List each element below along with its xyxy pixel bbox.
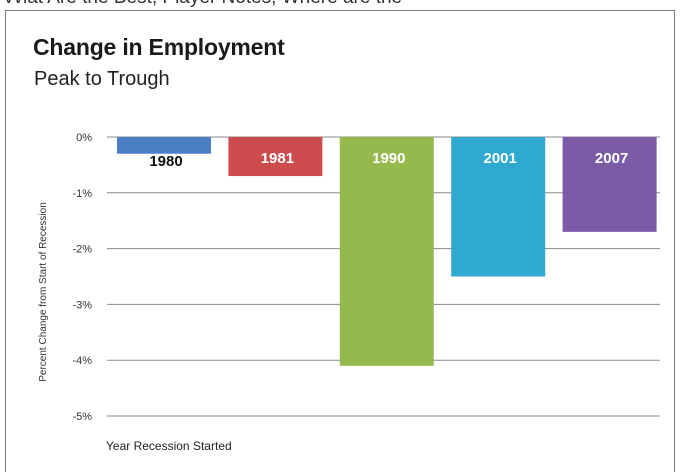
bar-label-1981: 1981	[261, 150, 294, 167]
y-tick-label: -1%	[72, 188, 92, 200]
x-axis-title: Year Recession Started	[106, 439, 232, 453]
y-tick-label: -5%	[72, 411, 92, 423]
y-tick-label: -2%	[72, 244, 92, 256]
bar-1980	[117, 137, 211, 154]
y-tick-label: -3%	[72, 299, 92, 311]
bar-label-1980: 1980	[149, 153, 182, 170]
bar-label-2001: 2001	[484, 150, 517, 167]
bar-2007	[562, 137, 657, 232]
cropped-header-text: vviat Are the Best, Player Notes, Where …	[4, 0, 402, 8]
chart-subtitle: Peak to Trough	[34, 68, 170, 90]
cropped-header-strip: vviat Are the Best, Player Notes, Where …	[0, 0, 682, 10]
bar-label-2007: 2007	[595, 150, 628, 167]
y-axis-title: Percent Change from Start of Recession	[38, 202, 49, 382]
y-tick-label: -4%	[72, 355, 92, 367]
bar-2001	[451, 137, 546, 277]
chart-title: Change in Employment	[33, 34, 285, 60]
bar-label-1990: 1990	[372, 150, 405, 167]
bar-1981	[228, 137, 323, 177]
bar-1990	[339, 137, 434, 366]
y-tick-label: 0%	[76, 132, 92, 144]
